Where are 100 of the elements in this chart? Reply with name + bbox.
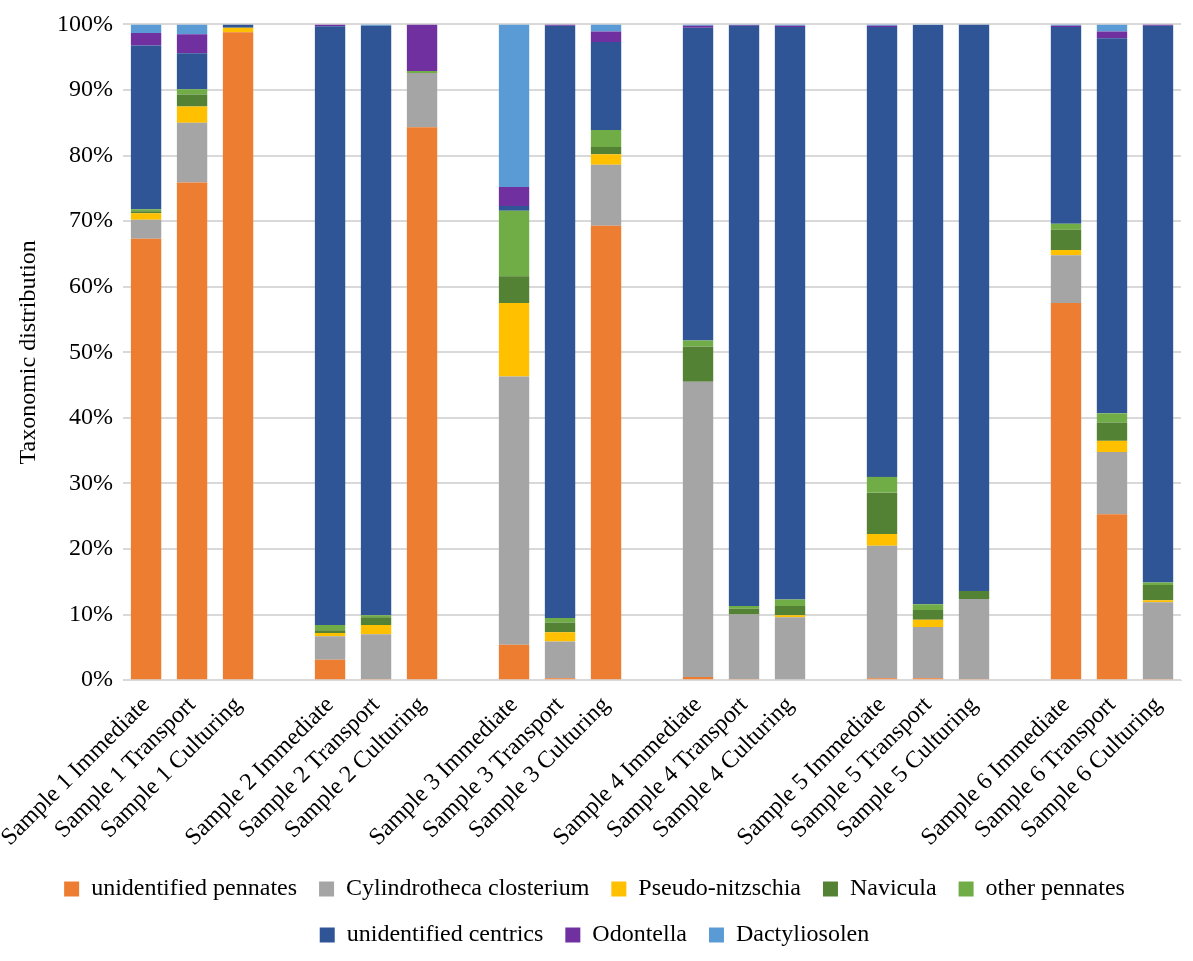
bar <box>590 164 622 226</box>
bar <box>774 27 806 600</box>
y-tick-label: 50% <box>69 337 114 364</box>
bar <box>406 24 438 71</box>
legend-label: Dactyliosolen <box>735 920 870 947</box>
bar <box>1142 582 1174 586</box>
bar <box>682 340 714 347</box>
bar <box>682 346 714 382</box>
bar <box>360 625 392 635</box>
bar <box>498 276 530 304</box>
bar <box>590 24 622 32</box>
bar <box>912 610 944 620</box>
bar <box>1096 31 1128 39</box>
bar <box>406 72 438 128</box>
bar <box>1050 255 1082 304</box>
y-tick-label: 90% <box>69 75 114 102</box>
bar <box>1096 413 1128 423</box>
bar <box>176 106 208 123</box>
bar <box>590 31 622 43</box>
bar <box>222 24 254 28</box>
bar <box>728 614 760 679</box>
bar <box>774 617 806 680</box>
bar <box>774 599 806 607</box>
bar <box>1096 514 1128 680</box>
bar <box>176 182 208 680</box>
bar <box>130 32 162 46</box>
bar <box>1050 249 1082 256</box>
bar <box>360 634 392 679</box>
bar <box>912 25 944 605</box>
bar <box>176 122 208 183</box>
bar <box>1050 223 1082 230</box>
bar <box>1096 440 1128 452</box>
legend-label: Odontella <box>592 920 688 947</box>
legend-label: Cylindrotheca closterium <box>346 874 590 901</box>
y-tick-label: 20% <box>69 534 114 561</box>
legend-label: Navicula <box>849 874 937 901</box>
bar <box>544 622 576 633</box>
bar <box>498 206 530 211</box>
bar <box>958 591 990 599</box>
bar <box>498 24 530 188</box>
bar <box>130 213 162 220</box>
bar <box>682 27 714 341</box>
bar <box>1096 422 1128 441</box>
bar <box>866 476 898 493</box>
bar <box>728 608 760 615</box>
bar <box>314 630 346 633</box>
bar <box>314 632 346 637</box>
bar <box>176 53 208 90</box>
bar <box>958 598 990 679</box>
bar <box>176 34 208 54</box>
bar <box>866 492 898 534</box>
legend-label: unidentified pennates <box>91 874 298 901</box>
legend-label: Pseudo-nitzschia <box>638 874 802 901</box>
bar <box>590 147 622 155</box>
bar <box>544 25 576 618</box>
bar <box>728 606 760 609</box>
bar <box>1050 303 1082 680</box>
y-tick-label: 40% <box>69 403 114 430</box>
bar <box>1096 38 1128 414</box>
bar <box>1142 602 1174 679</box>
bar <box>866 545 898 679</box>
bar <box>176 24 208 35</box>
bar <box>130 219 162 239</box>
bar <box>1096 451 1128 515</box>
y-tick-label: 60% <box>69 272 114 299</box>
bar <box>912 604 944 611</box>
legend-label: unidentified centrics <box>346 920 544 947</box>
bar <box>1142 25 1174 583</box>
bar <box>314 26 346 626</box>
bar <box>912 619 944 628</box>
bar <box>1142 585 1174 601</box>
bar <box>360 617 392 626</box>
legend-label: other pennates <box>985 874 1125 901</box>
bar <box>590 42 622 130</box>
y-tick-label: 30% <box>69 468 114 495</box>
bar <box>1050 229 1082 250</box>
bar <box>176 94 208 107</box>
bar <box>912 627 944 679</box>
bar <box>498 187 530 207</box>
bar <box>314 659 346 680</box>
bar <box>866 27 898 477</box>
y-axis-title: Taxonomic distribution <box>13 240 40 465</box>
y-tick-label: 10% <box>69 599 114 626</box>
bar <box>590 225 622 680</box>
y-tick-label: 70% <box>69 206 114 233</box>
bar <box>222 32 254 680</box>
bar <box>314 636 346 660</box>
bar <box>130 45 162 210</box>
bar <box>498 376 530 645</box>
bar <box>866 533 898 546</box>
bar <box>176 89 208 95</box>
bar <box>1050 27 1082 224</box>
bar <box>498 210 530 277</box>
bar <box>728 25 760 607</box>
y-tick-label: 100% <box>57 9 114 36</box>
bar <box>130 24 162 33</box>
y-tick-label: 0% <box>81 665 114 692</box>
bar <box>958 24 990 592</box>
bar <box>130 238 162 680</box>
bar <box>544 632 576 642</box>
